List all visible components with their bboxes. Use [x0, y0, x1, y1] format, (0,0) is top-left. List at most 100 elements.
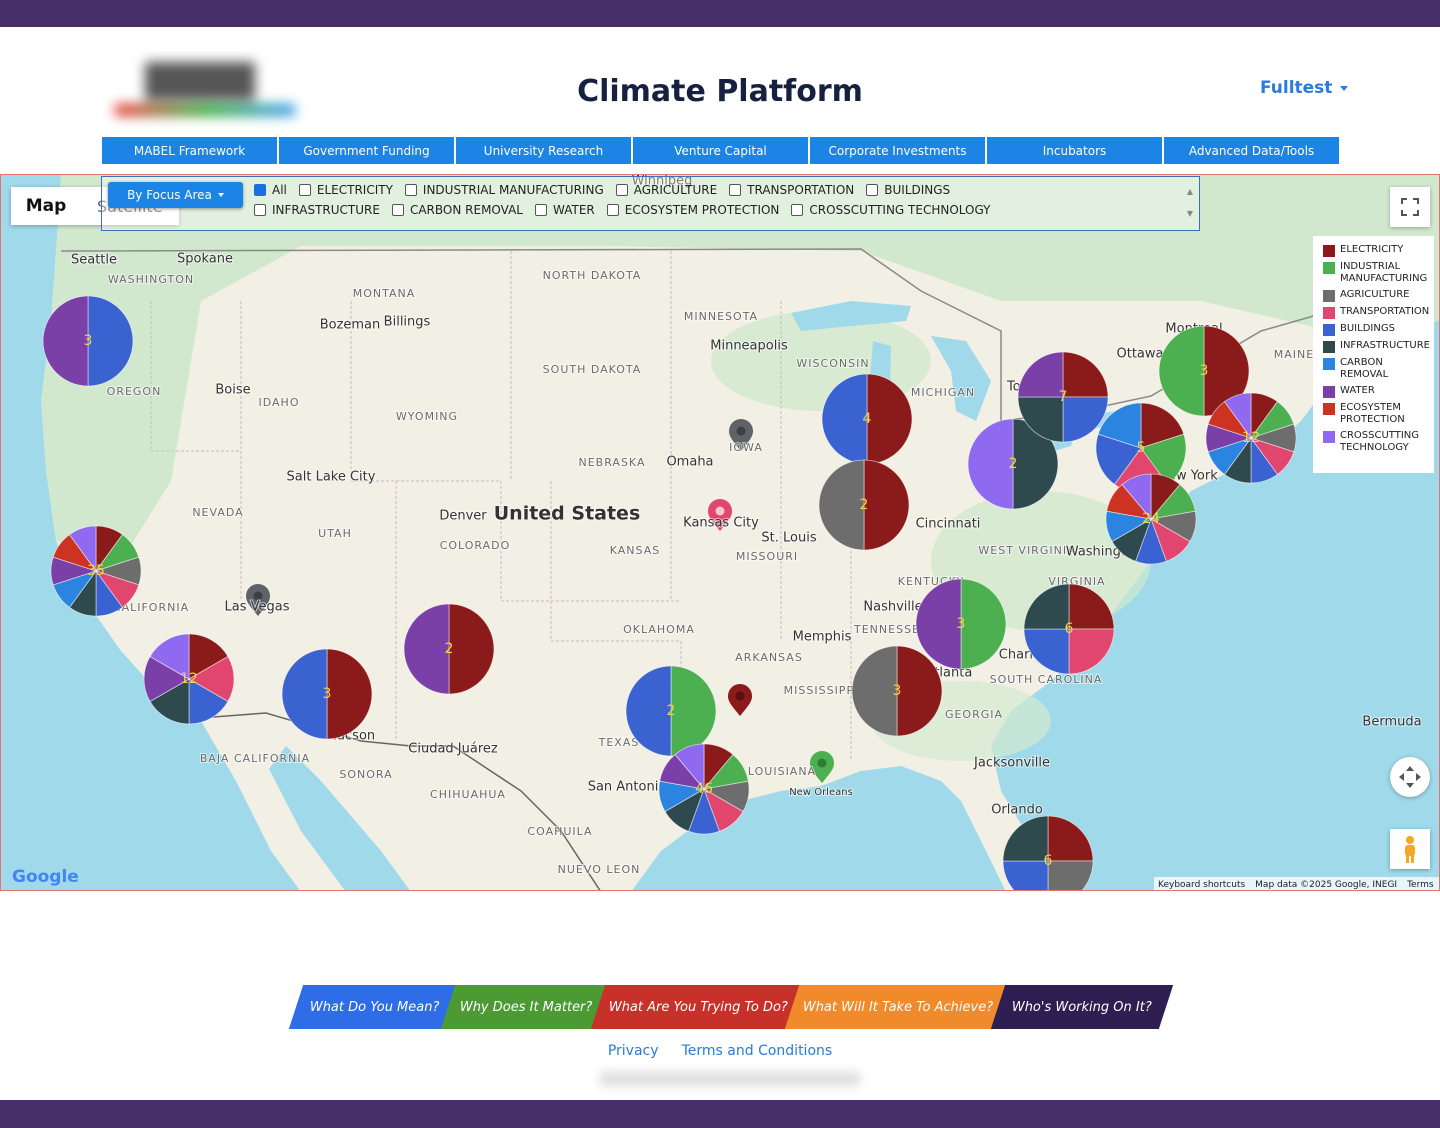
checkbox[interactable] [606, 204, 619, 216]
cluster[interactable]: 3 [851, 645, 943, 737]
cluster-slice [403, 603, 450, 695]
legend-swatch [1323, 341, 1335, 353]
filter-option[interactable]: AGRICULTURE [615, 182, 717, 198]
cluster[interactable]: 24 [1105, 473, 1197, 565]
footer-tab[interactable]: What Are You Trying To Do? [590, 985, 806, 1029]
cluster[interactable]: 2 [818, 459, 910, 551]
user-menu[interactable]: Fulltest [1260, 78, 1348, 98]
cluster[interactable]: 6 [1023, 583, 1115, 675]
filter-option[interactable]: All [254, 182, 287, 198]
cluster-slice [967, 418, 1014, 510]
checkbox[interactable] [791, 204, 804, 216]
cluster[interactable]: 3 [281, 648, 373, 740]
fullscreen-button[interactable] [1390, 187, 1430, 227]
cluster[interactable]: 6 [1002, 815, 1094, 891]
map-label: TEXAS [598, 736, 640, 749]
filter-option[interactable]: WATER [535, 202, 595, 218]
cluster-slice [68, 525, 97, 573]
checkbox[interactable] [866, 184, 879, 196]
cluster-slice [1023, 628, 1070, 675]
cluster-count: 24 [1142, 511, 1160, 527]
checkbox[interactable] [729, 184, 742, 196]
cluster[interactable]: 12 [143, 633, 235, 725]
cluster-slice [188, 633, 229, 680]
page-title: Climate Platform [577, 74, 863, 109]
map-pin[interactable] [246, 584, 270, 616]
map-canvas[interactable]: Seattle Spokane WASHINGTON MONTANA Bozeman Bi… [1, 175, 1440, 891]
filter-option[interactable]: INFRASTRUCTURE [254, 202, 380, 218]
map-button[interactable]: Map [25, 196, 67, 216]
map-pin[interactable] [810, 751, 834, 783]
filter-option[interactable]: CARBON REMOVAL [391, 202, 523, 218]
cluster[interactable]: 3 [915, 578, 1007, 670]
pegman-icon [1405, 836, 1415, 863]
cluster-slice [1223, 392, 1252, 440]
cluster[interactable]: 12 [1205, 392, 1297, 484]
nav-button[interactable]: Advanced Data/Tools [1164, 137, 1339, 164]
cluster[interactable]: 46 [658, 743, 750, 835]
footer-tab[interactable]: Why Does It Matter? [440, 985, 612, 1029]
cluster[interactable]: 3 [42, 295, 134, 387]
terms-link[interactable]: Terms [1407, 879, 1434, 890]
cluster-count: 2 [1009, 456, 1018, 472]
legend-label: BUILDINGS [1340, 323, 1395, 334]
map-label: IOWA [729, 441, 763, 454]
filter-option[interactable]: ECOSYSTEM PROTECTION [606, 202, 779, 218]
focus-area-dropdown[interactable]: By Focus Area [108, 182, 243, 208]
cluster[interactable]: 7 [1017, 351, 1109, 443]
cluster[interactable]: 4 [821, 373, 913, 465]
filter-option[interactable]: ELECTRICITY [298, 182, 393, 198]
map-label: KANSAS [610, 544, 660, 557]
footer-tab[interactable]: Who's Working On It? [990, 985, 1174, 1029]
cluster[interactable]: 3 [1158, 325, 1250, 417]
checkbox[interactable] [298, 184, 311, 196]
street-view-button[interactable] [1390, 829, 1430, 869]
cluster[interactable]: 2 [967, 418, 1059, 510]
map[interactable]: Seattle Spokane WASHINGTON MONTANA Bozeman Bi… [0, 174, 1440, 891]
footer-tab[interactable]: What Will It Take To Achieve? [784, 985, 1012, 1029]
shortcuts-link[interactable]: Keyboard shortcuts [1158, 879, 1246, 890]
checkbox[interactable] [391, 204, 404, 216]
option-label: ELECTRICITY [316, 183, 393, 197]
filter-option[interactable]: INDUSTRIAL MANUFACTURING [404, 182, 604, 198]
nav-button[interactable]: Government Funding [279, 137, 454, 164]
nav-button[interactable]: University Research [456, 137, 631, 164]
camera-control[interactable] [1390, 757, 1430, 797]
checkbox[interactable] [404, 184, 417, 196]
checkbox[interactable] [254, 204, 266, 216]
footer-tab-label: Why Does It Matter? [459, 999, 593, 1015]
cluster[interactable]: 35 [50, 525, 142, 617]
checkbox[interactable] [615, 184, 628, 196]
scrollbar[interactable]: ▲ ▼ [1186, 187, 1194, 218]
footer-tabs: What Do You Mean? Why Does It Matter? What… [288, 985, 1174, 1029]
terms-link[interactable]: Terms and Conditions [681, 1043, 833, 1059]
filter-option[interactable]: CROSSCUTTING TECHNOLOGY [791, 202, 991, 218]
map-label: OREGON [107, 385, 162, 398]
attribution-bar: Keyboard shortcuts Map data ©2025 Google… [1154, 877, 1439, 890]
nav-button[interactable]: Venture Capital [633, 137, 808, 164]
privacy-link[interactable]: Privacy [607, 1043, 659, 1059]
cluster-count: 35 [87, 563, 105, 579]
cluster-slice [1062, 396, 1109, 443]
footer-tab[interactable]: What Do You Mean? [288, 985, 462, 1029]
map-pin[interactable] [729, 419, 753, 451]
map-label: NEBRASKA [579, 456, 646, 469]
map-pin[interactable] [708, 499, 732, 531]
nav-button[interactable]: Corporate Investments [810, 137, 985, 164]
nav-button[interactable]: Incubators [987, 137, 1162, 164]
google-logo[interactable]: Google [12, 867, 79, 887]
cluster-slice [1062, 351, 1109, 398]
checkbox[interactable] [254, 184, 266, 196]
filter-option[interactable]: BUILDINGS [866, 182, 950, 198]
checkbox[interactable] [535, 204, 547, 216]
nav-button[interactable]: MABEL Framework [102, 137, 277, 164]
map-label: MISSOURI [736, 550, 798, 563]
map-label: MICHIGAN [911, 386, 975, 399]
filter-option[interactable]: TRANSPORTATION [729, 182, 854, 198]
map-pin[interactable] [728, 684, 752, 716]
cluster-slice [1017, 351, 1064, 398]
cluster[interactable]: 2 [625, 665, 717, 757]
cluster[interactable]: 5 [1095, 402, 1187, 494]
cluster[interactable]: 2 [403, 603, 495, 695]
